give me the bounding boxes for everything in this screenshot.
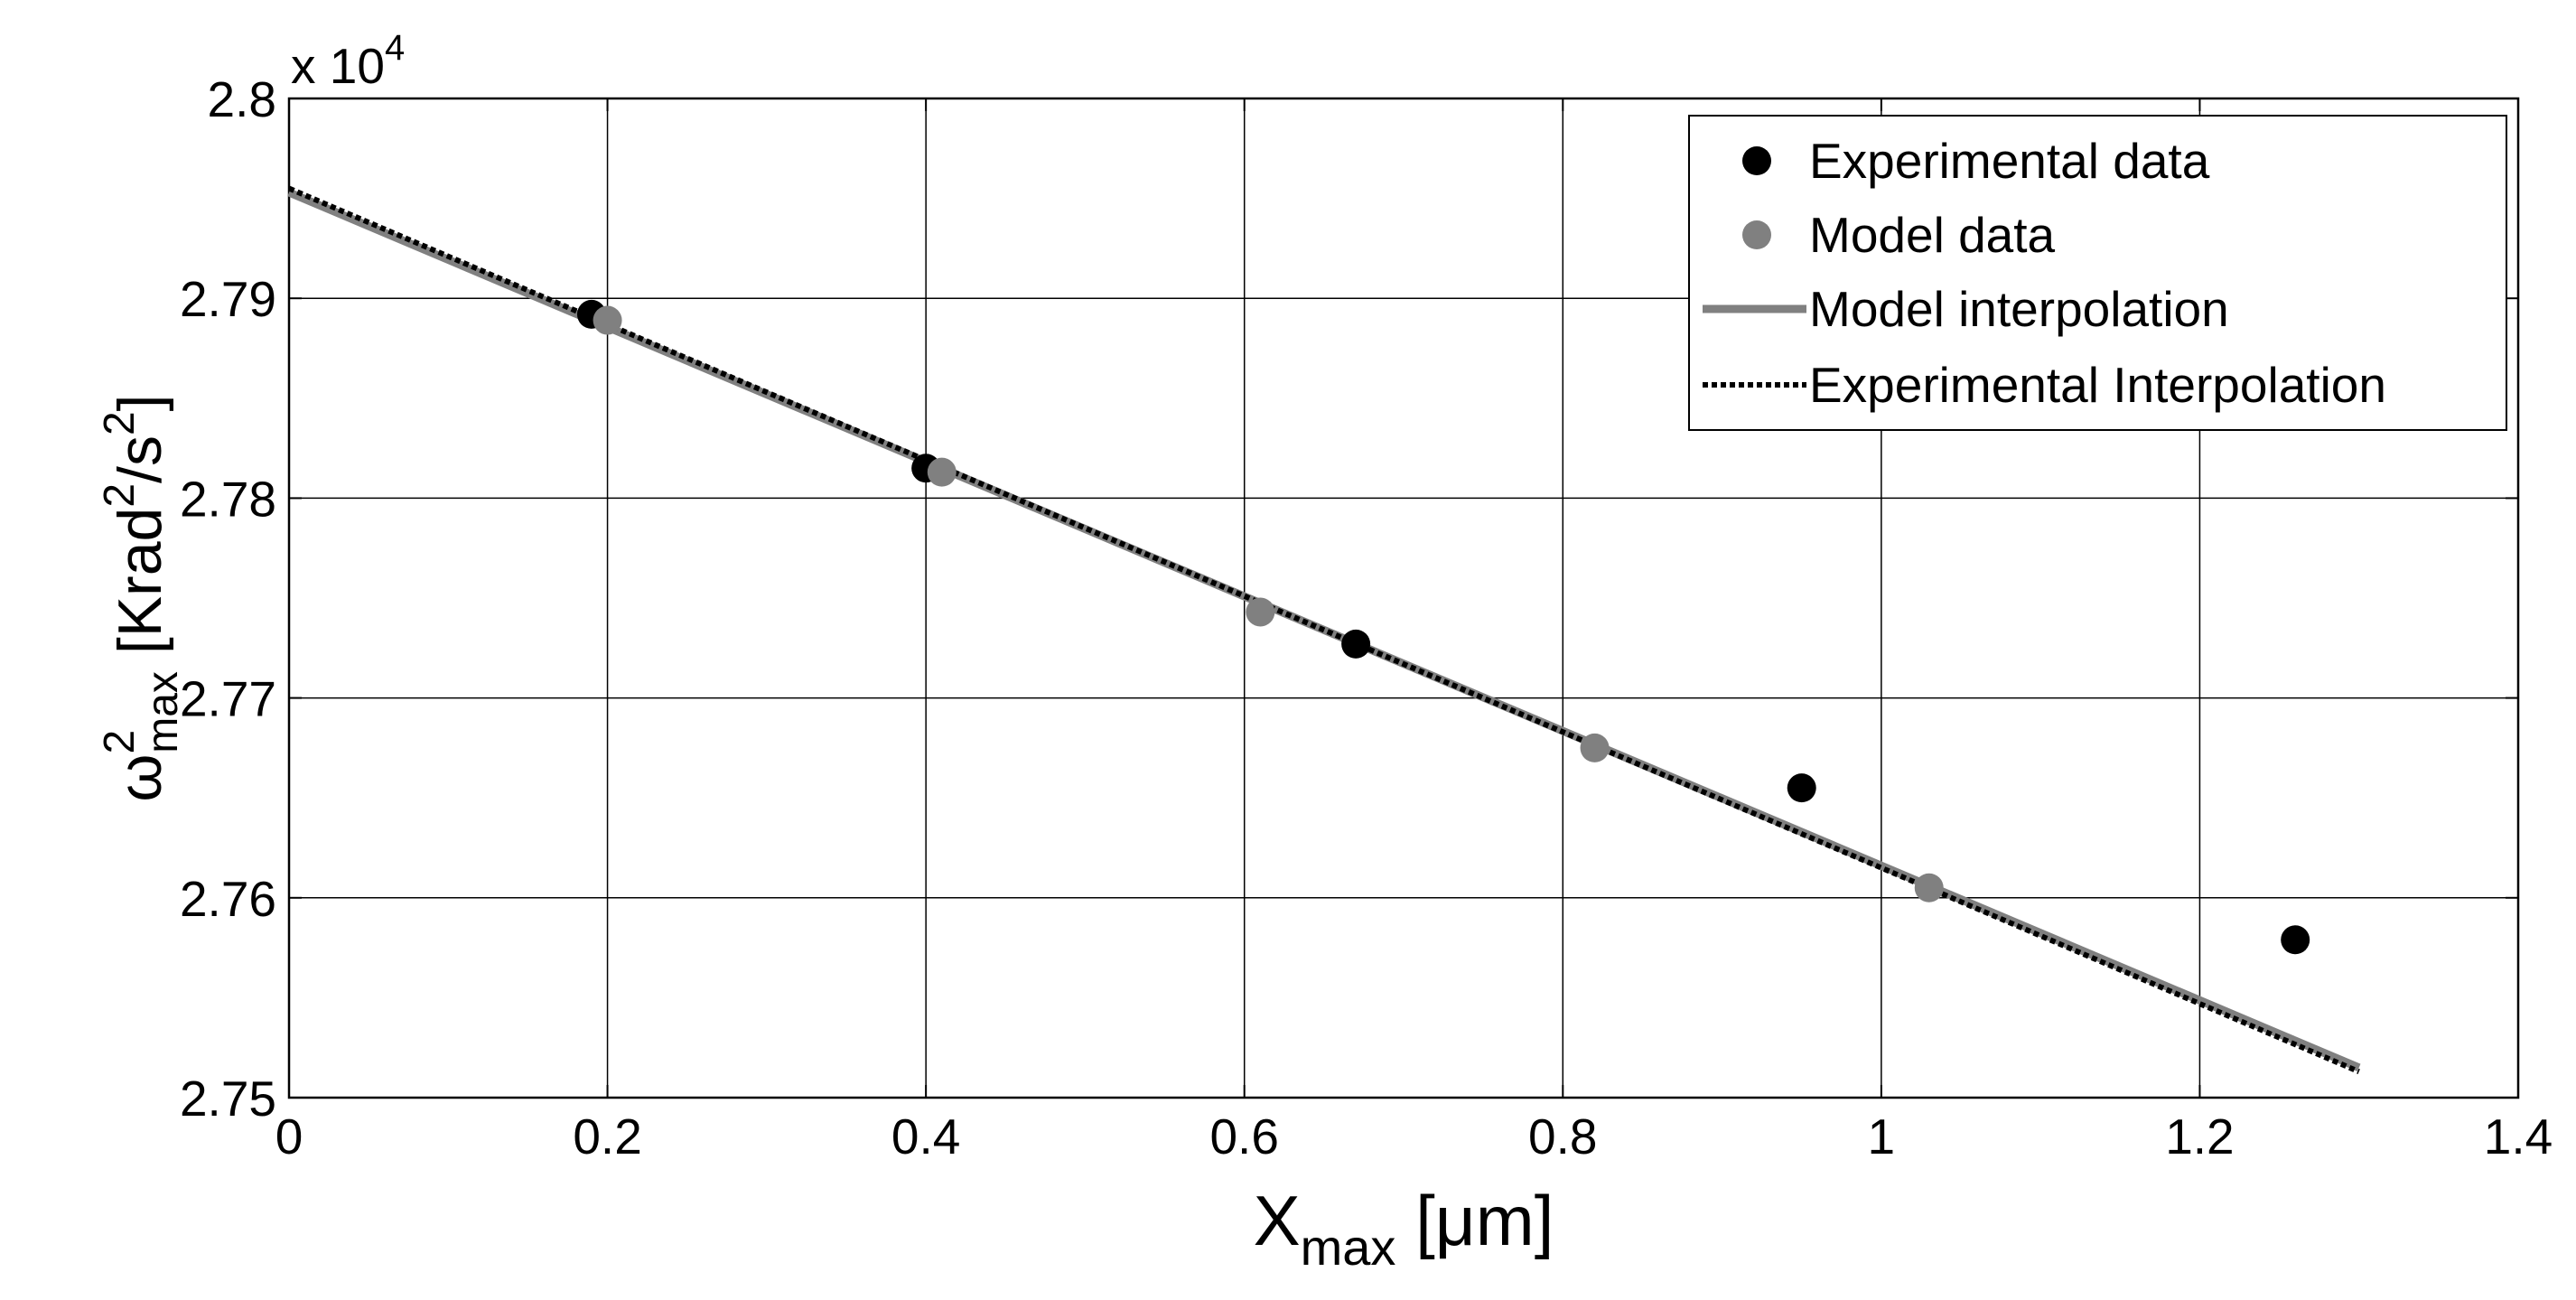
legend-label-experimental-interpolation: Experimental Interpolation (1809, 357, 2386, 413)
x-tick-label: 0 (275, 1108, 303, 1164)
plot-frame (287, 97, 2520, 1099)
legend-marker-model-data (1742, 220, 1771, 249)
legend-label-model-data: Model data (1809, 207, 2056, 263)
x-tick-label: 0.4 (891, 1108, 960, 1164)
model-data-point (1914, 873, 1944, 903)
y-tick-label: 2.77 (180, 671, 276, 727)
axis-ticks (288, 98, 2519, 1099)
x-tick-label: 0.6 (1209, 1108, 1278, 1164)
x-tick-label: 1.2 (2165, 1108, 2234, 1164)
model-data-point (1246, 597, 1275, 627)
legend-label-experimental-data: Experimental data (1809, 133, 2210, 189)
y-tick-label: 2.8 (208, 71, 276, 127)
model-data-point (1580, 733, 1610, 762)
y-multiplier: x 104 (291, 28, 405, 94)
x-tick-label: 1.4 (2484, 1108, 2553, 1164)
y-tick-label: 2.79 (180, 271, 276, 327)
y-tick-label: 2.76 (180, 871, 276, 927)
experimental-data-point (1341, 629, 1371, 659)
legend: Experimental data Model data Model inter… (1688, 115, 2507, 431)
model-data-point (927, 457, 957, 487)
y-multiplier-exponent: 4 (385, 28, 405, 68)
x-tick-label: 1 (1868, 1108, 1896, 1164)
y-tick-label: 2.75 (180, 1071, 276, 1127)
experimental-data-point (1787, 773, 1816, 803)
y-tick-label: 2.78 (180, 471, 276, 527)
legend-marker-experimental-data (1742, 146, 1771, 175)
model-data-point (593, 305, 622, 335)
series-layer (287, 185, 2361, 1075)
legend-label-model-interpolation: Model interpolation (1809, 281, 2229, 337)
y-axis-label: ω2max [Krad2/s2] (96, 394, 187, 801)
experimental-interpolation-line (287, 185, 2360, 1075)
x-tick-label: 0.2 (573, 1108, 641, 1164)
experimental-data-point (2281, 925, 2310, 955)
tick-labels: 0 0.2 0.4 0.6 0.8 1 1.2 1.4 2.75 2.76 2.77 2.78 2.79… (180, 71, 2553, 1164)
x-axis-label: Xmax [μm] (1254, 1181, 1554, 1276)
legend-box (1688, 115, 2507, 431)
x-tick-label: 0.8 (1528, 1108, 1597, 1164)
